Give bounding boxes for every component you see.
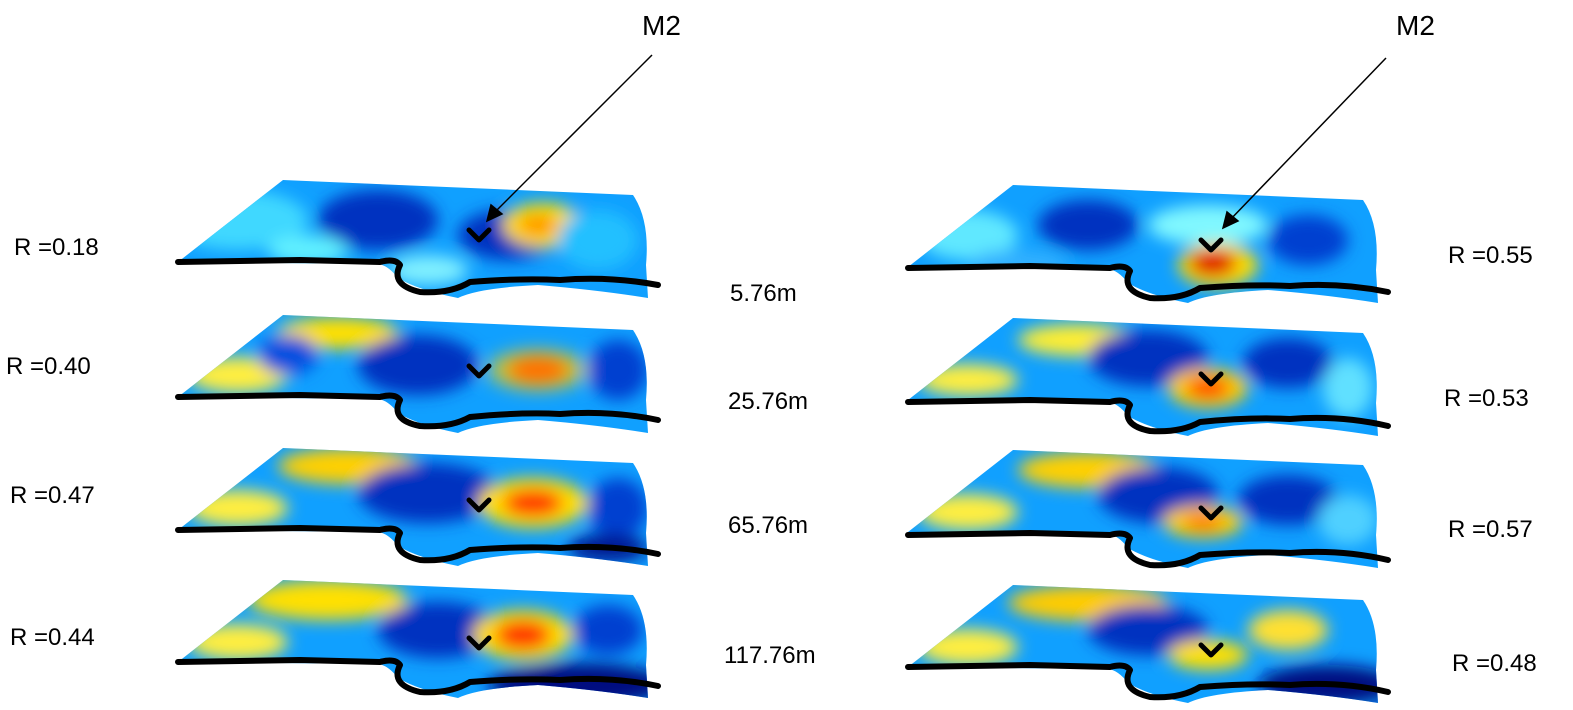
m2-marker-left-2 <box>466 363 492 379</box>
m2-marker-right-4 <box>1198 642 1224 658</box>
map-plate-right-3 <box>908 450 1378 568</box>
coastline-right-1 <box>905 263 1391 302</box>
m2-label-right: M2 <box>1396 10 1435 41</box>
r-value-left-1: R =0.18 <box>14 234 99 261</box>
m2-pointer-right-head <box>1221 210 1240 230</box>
m2-marker-left-1 <box>466 227 492 243</box>
coastline-right-3 <box>905 530 1391 569</box>
r-value-right-4: R =0.48 <box>1452 650 1537 677</box>
coastline-left-2 <box>175 392 661 430</box>
m2-marker-right-2 <box>1198 371 1224 387</box>
coastline-left-3 <box>175 525 661 564</box>
m2-pointer-left-head <box>485 203 504 223</box>
coastline-left-1 <box>175 257 661 296</box>
r-value-left-4: R =0.44 <box>10 624 95 651</box>
r-value-right-1: R =0.55 <box>1448 242 1533 269</box>
r-value-left-3: R =0.47 <box>10 482 95 509</box>
r-value-right-3: R =0.57 <box>1448 516 1533 543</box>
m2-pointer-right <box>1227 57 1387 223</box>
m2-marker-right-3 <box>1198 505 1224 521</box>
map-plate-left-1 <box>178 180 648 298</box>
map-plate-right-2 <box>908 318 1378 436</box>
depth-label-2: 25.76m <box>728 388 809 415</box>
m2-pointer-left <box>491 54 653 216</box>
depth-label-1: 5.76m <box>730 280 797 307</box>
m2-label-left: M2 <box>642 10 681 41</box>
depth-label-3: 65.76m <box>728 512 809 539</box>
m2-marker-left-4 <box>466 635 492 651</box>
coastline-right-4 <box>905 662 1391 701</box>
r-value-right-2: R =0.53 <box>1444 385 1529 412</box>
r-value-left-2: R =0.40 <box>6 353 91 380</box>
m2-marker-left-3 <box>466 497 492 513</box>
coastline-left-4 <box>175 657 661 696</box>
depth-label-4: 117.76m <box>724 642 816 669</box>
map-plate-right-4 <box>908 585 1378 703</box>
coastline-group <box>175 257 1391 701</box>
coastline-right-2 <box>905 397 1391 435</box>
m2-marker-right-1 <box>1198 237 1224 253</box>
map-plate-right-1 <box>908 185 1378 303</box>
